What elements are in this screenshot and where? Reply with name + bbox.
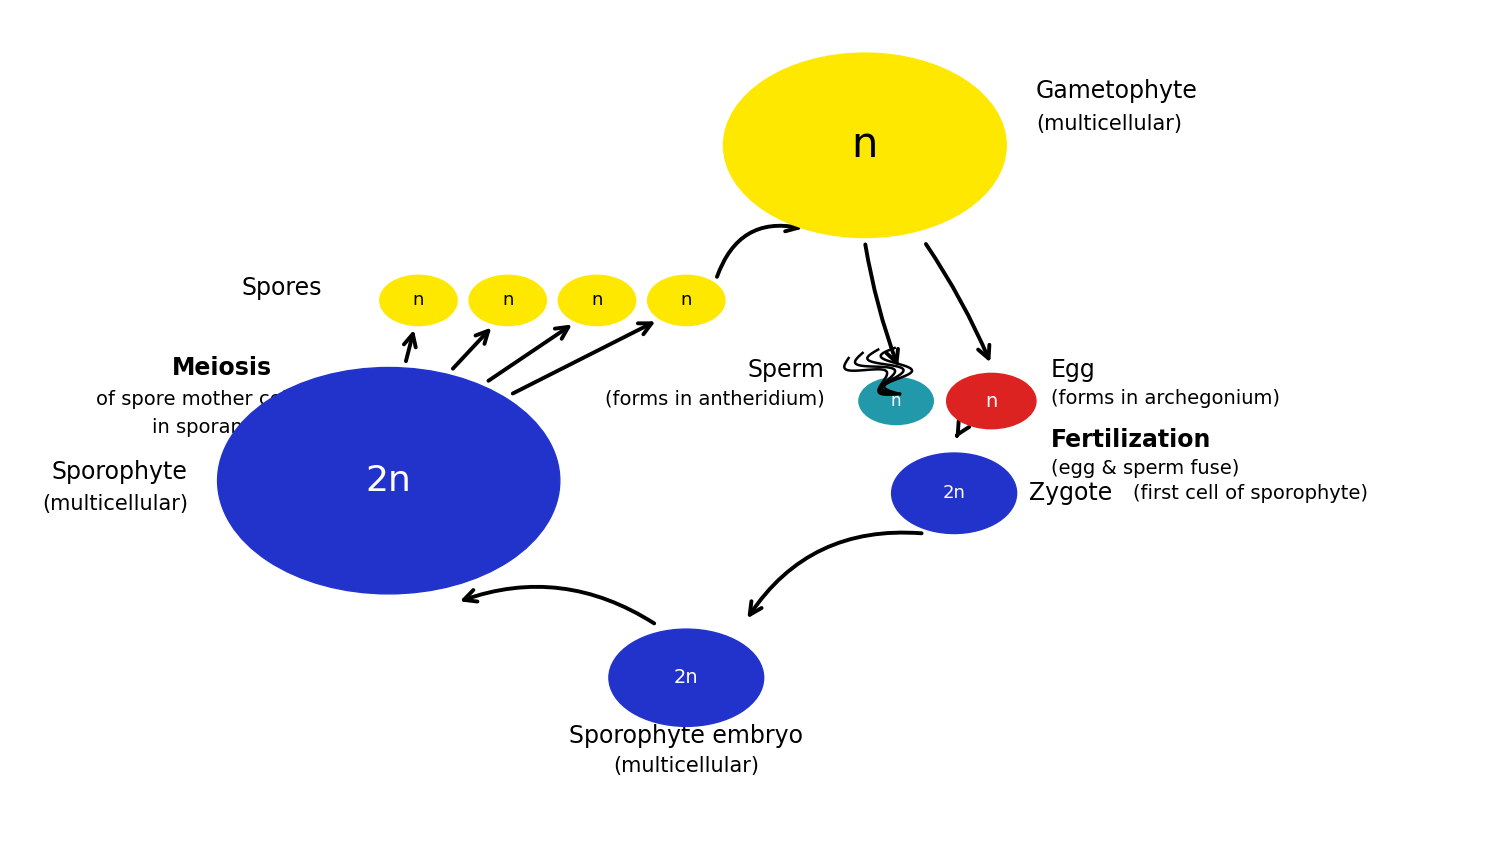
Text: (multicellular): (multicellular) [1036, 114, 1182, 134]
Text: Meiosis: Meiosis [172, 355, 272, 380]
Ellipse shape [470, 275, 546, 326]
Ellipse shape [859, 377, 933, 425]
Text: of spore mother cells (2n): of spore mother cells (2n) [96, 390, 348, 408]
Ellipse shape [723, 53, 1007, 237]
Ellipse shape [891, 453, 1017, 533]
Ellipse shape [648, 275, 724, 326]
Text: n: n [503, 291, 513, 310]
Text: (egg & sperm fuse): (egg & sperm fuse) [1052, 459, 1239, 479]
Text: Gametophyte: Gametophyte [1036, 78, 1199, 103]
Text: (first cell of sporophyte): (first cell of sporophyte) [1132, 484, 1368, 503]
Text: Zygote: Zygote [1029, 481, 1112, 506]
Text: n: n [681, 291, 692, 310]
Text: n: n [986, 392, 998, 410]
Ellipse shape [946, 373, 1036, 429]
Text: (forms in archegonium): (forms in archegonium) [1052, 389, 1280, 408]
Text: n: n [891, 392, 902, 410]
Text: (forms in antheridium): (forms in antheridium) [604, 389, 825, 408]
Text: in sporangium: in sporangium [152, 419, 292, 437]
Text: Sperm: Sperm [748, 358, 825, 382]
Text: Spores: Spores [242, 276, 321, 300]
Text: Fertilization: Fertilization [1052, 429, 1211, 452]
Ellipse shape [609, 629, 764, 727]
Text: (multicellular): (multicellular) [42, 495, 188, 514]
Text: Sporophyte: Sporophyte [53, 460, 188, 484]
Text: 2n: 2n [366, 463, 411, 498]
Ellipse shape [380, 275, 458, 326]
Text: 2n: 2n [674, 668, 699, 687]
Text: 2n: 2n [942, 484, 966, 502]
Text: (multicellular): (multicellular) [614, 755, 759, 776]
Text: n: n [852, 124, 877, 166]
Ellipse shape [217, 367, 560, 594]
Text: n: n [413, 291, 424, 310]
Text: n: n [591, 291, 603, 310]
Text: Sporophyte embryo: Sporophyte embryo [570, 724, 804, 749]
Text: Egg: Egg [1052, 358, 1095, 382]
Ellipse shape [558, 275, 636, 326]
